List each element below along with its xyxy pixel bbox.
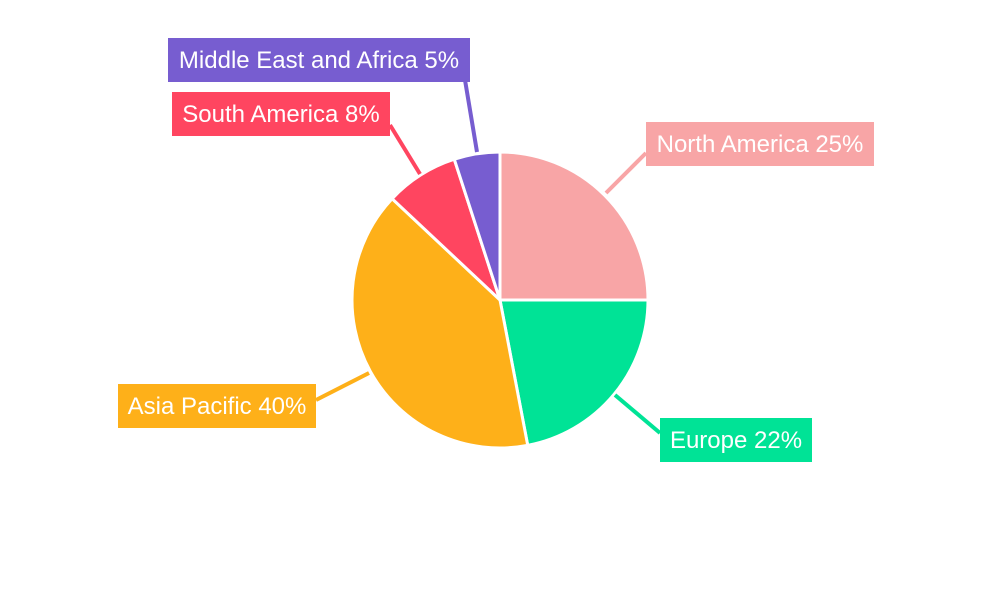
leader-line-south-america — [388, 123, 422, 176]
data-label-europe: Europe 22% — [660, 418, 812, 462]
data-label-text: South America 8% — [182, 101, 379, 128]
data-label-box — [168, 38, 470, 82]
data-label-box — [646, 122, 874, 166]
pie-slice-europe[interactable] — [498, 298, 650, 448]
leader-line-asia-pacific — [315, 371, 370, 402]
pie-slice-north-america[interactable] — [498, 150, 650, 302]
data-label-box — [172, 92, 390, 136]
pie-slice-middle-east-and-africa[interactable] — [452, 150, 502, 301]
data-label-text: Middle East and Africa 5% — [179, 47, 459, 74]
leader-line-middle-east-and-africa — [463, 79, 479, 153]
data-label-box — [118, 384, 316, 428]
leader-line-europe — [613, 393, 662, 435]
data-label-middle-east-and-africa: Middle East and Africa 5% — [168, 38, 470, 82]
data-label-box — [660, 418, 812, 462]
data-label-text: Asia Pacific 40% — [128, 393, 307, 420]
pie-slice-asia-pacific[interactable] — [350, 196, 530, 450]
data-label-asia-pacific: Asia Pacific 40% — [118, 384, 316, 428]
data-label-text: Europe 22% — [670, 427, 802, 454]
data-label-north-america: North America 25% — [646, 122, 874, 166]
data-label-text: North America 25% — [657, 131, 864, 158]
data-label-south-america: South America 8% — [172, 92, 390, 136]
leader-line-north-america — [604, 151, 648, 195]
